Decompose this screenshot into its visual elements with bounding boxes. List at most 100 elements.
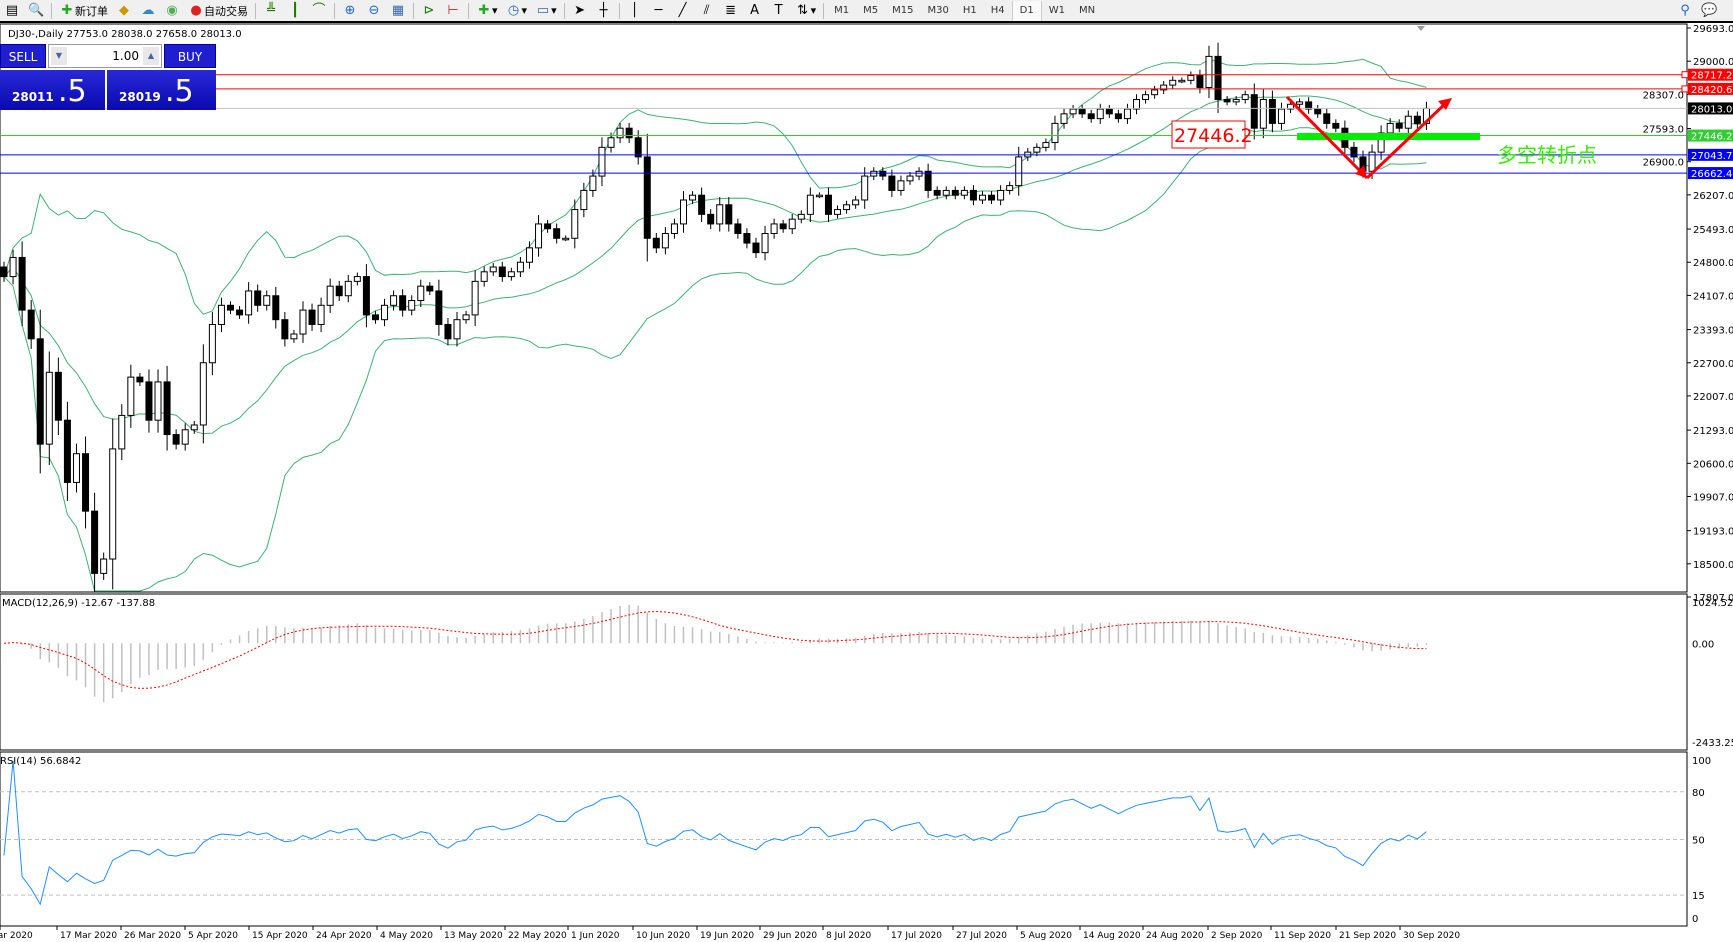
magnifier-icon: 🔍 [28,2,45,18]
periods-dropdown[interactable]: ◷ ▾ [502,1,532,21]
bear-candle-body [1395,122,1403,129]
bull-candle-body [417,285,425,302]
arrows-dropdown[interactable]: ⇅ ▾ [791,1,821,21]
toolbar-button-window[interactable]: ▤ [0,1,24,21]
bb-upper-band [3,58,1427,315]
bull-candle-body [516,261,524,273]
chart-shift-button[interactable]: ⊢ [441,1,465,21]
bear-candle-body [498,266,506,278]
bull-candle-body [1015,156,1023,187]
buy-price-box[interactable]: 28019 .5 [107,70,216,110]
one-click-trading-panel: SELL ▼ ▲ BUY 28011 .5 28019 .5 [0,44,216,110]
cursor-button[interactable]: ➤ [568,1,592,21]
bull-candle-body [344,280,352,297]
bull-candle-body [815,194,823,198]
bull-candle-body [797,213,805,220]
bear-candle-body [924,170,932,191]
candle [1314,104,1322,118]
candlestick-button[interactable]: ┃ [283,1,307,21]
vertical-line-button[interactable]: │ [623,1,647,21]
fibonacci-button[interactable]: ≣ [719,1,743,21]
trendline-button[interactable]: ╱ [671,1,695,21]
indicators-dropdown[interactable]: ✚ ▾ [472,1,502,21]
chat-button[interactable]: 💬 [1697,1,1721,21]
candle [906,171,914,185]
candle [335,280,343,302]
timeframe-mn[interactable]: MN [1078,4,1096,16]
timeframe-m30[interactable]: M30 [927,4,949,16]
candle [897,175,905,196]
buy-button[interactable]: BUY [164,44,216,68]
up-trend-arrow [1365,100,1449,180]
candle [1114,109,1122,123]
toolbar-button-signals[interactable]: ☁ [136,1,160,21]
candle [933,186,941,200]
bear-candle-body [227,304,234,311]
candle [36,309,44,474]
timeframe-d1[interactable]: D1 [1011,0,1042,21]
auto-scroll-button[interactable]: ⊳ [417,1,441,21]
candle [1069,104,1077,118]
timeframe-w1[interactable]: W1 [1048,4,1065,16]
toolbar-button-navigator[interactable]: 🔍 [24,1,48,21]
price-level-tag-label: 28420.6 [1691,85,1732,96]
bull-candle-body [680,199,687,225]
lot-size-input[interactable] [69,47,139,65]
bull-candle-body [1160,84,1168,91]
candle [879,167,887,181]
toolbar-separator [51,2,52,19]
equidistant-channel-button[interactable]: ⫽ [695,1,719,21]
timeframe-m15[interactable]: M15 [892,4,914,16]
candle [852,195,860,209]
zoom-out-button[interactable]: ⊖ [362,1,386,21]
text-label-button[interactable]: T [767,1,791,21]
tile-windows-button[interactable]: ▦ [386,1,410,21]
toolbar-separator [334,2,335,19]
auto-trading-button[interactable]: ● 自动交易 [184,1,252,21]
timeframe-m5[interactable]: M5 [863,4,879,16]
text-icon: A [750,2,760,18]
text-button[interactable]: A [743,1,767,21]
date-axis-label: 30 Sep 2020 [1403,931,1460,941]
bear-candle-body [172,434,180,445]
bar-chart-button[interactable]: ╩ [259,1,283,21]
bull-candle-body [1259,98,1267,129]
crosshair-button[interactable]: ┼ [592,1,616,21]
bull-candle-body [834,209,842,215]
bull-candle-body [525,247,533,263]
date-axis-label: 5 Aug 2020 [1020,931,1072,941]
timeframe-h1[interactable]: H1 [962,4,977,16]
candle [399,289,407,317]
rsi-pane [0,751,1688,927]
price-level-tag-label: 28013.0 [1691,104,1732,115]
bull-candle-body [571,209,579,239]
bear-candle-body [236,309,244,316]
bull-candle-body [317,304,325,325]
price-axis-label: 24800.0 [1693,258,1733,269]
templates-dropdown[interactable]: ▭ ▾ [536,2,557,18]
sell-button[interactable]: SELL [0,44,46,68]
zoom-in-button[interactable]: ⊕ [338,1,362,21]
lot-increase-icon[interactable]: ▲ [143,47,159,65]
candle [616,122,624,144]
candle [1404,110,1412,135]
horizontal-line-button[interactable]: ─ [647,1,671,21]
bull-candle-body [489,266,497,273]
line-chart-button[interactable]: ⌒ [307,1,331,21]
candle [54,357,62,436]
bear-candle-body [698,194,706,215]
lot-decrease-icon[interactable]: ▼ [51,47,67,65]
toolbar-button-metaeditor[interactable]: ◆ [112,1,136,21]
new-order-button[interactable]: ✚ 新订单 [55,1,112,21]
search-button[interactable]: ⚲ [1673,1,1697,21]
sell-price-box[interactable]: 28011 .5 [0,70,105,110]
level-handle-icon[interactable] [1681,71,1689,79]
timeframe-h4[interactable]: H4 [990,4,1005,16]
bull-candle-body [127,376,135,416]
candle [761,225,769,261]
timeframe-m1[interactable]: M1 [834,4,850,16]
chat-icon: 💬 [1701,2,1718,18]
toolbar-button-market[interactable]: ◉ [160,1,184,21]
tile-windows-icon: ▦ [391,2,405,18]
